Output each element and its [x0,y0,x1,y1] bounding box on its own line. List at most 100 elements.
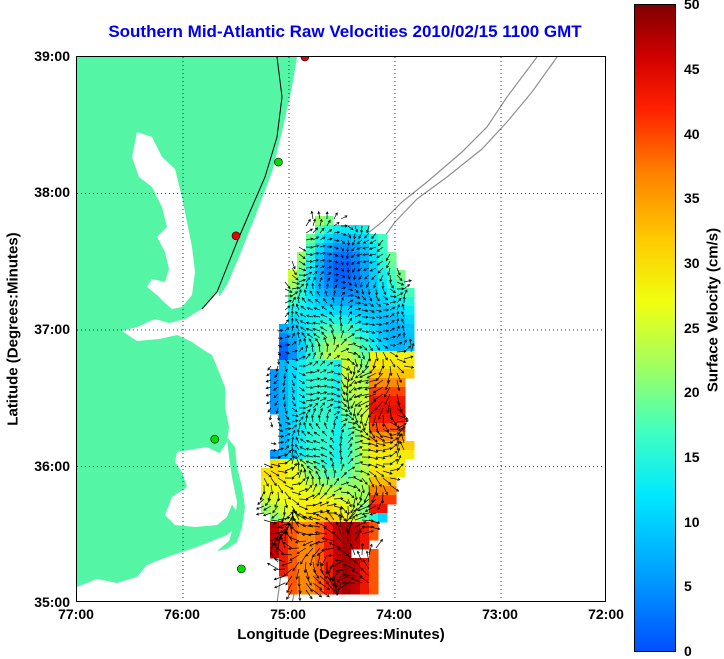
velocity-arrow [360,542,364,556]
velocity-cell [378,351,388,361]
velocity-arrow [347,431,355,437]
velocity-arrow [265,379,272,383]
velocity-arrow [359,281,363,288]
radar-stations [210,57,310,574]
velocity-cell [342,270,352,280]
velocity-cell [396,441,406,451]
velocity-arrow [346,239,350,246]
velocity-cell [324,387,334,397]
x-tick-label: 74:00 [376,606,412,622]
velocity-cell [342,324,352,334]
velocity-cell [306,396,316,406]
velocity-arrow [305,276,311,283]
velocity-cell [360,342,370,352]
velocity-cell [261,495,271,505]
velocity-arrow [389,327,396,332]
velocity-arrow [368,253,377,257]
velocity-arrow [354,414,359,424]
velocity-arrow [334,558,349,563]
velocity-arrow [346,260,350,267]
velocity-arrow [340,348,350,353]
velocity-arrow [305,568,310,580]
velocity-cell [315,225,325,235]
velocity-arrow [396,454,402,465]
velocity-arrow [333,344,339,353]
velocity-arrow [270,477,277,487]
velocity-arrow [361,435,371,441]
x-axis-label: Longitude (Degrees:Minutes) [237,626,445,643]
velocity-arrow [375,463,386,468]
velocity-arrow [340,512,346,522]
velocity-arrow [321,547,335,552]
velocity-arrow [271,512,279,519]
velocity-arrow [305,398,314,402]
velocity-arrow [329,311,335,318]
velocity-cell [324,405,334,415]
velocity-arrow [340,232,347,236]
velocity-arrow [305,414,309,423]
velocity-arrow [389,437,399,444]
velocity-cell [297,468,307,478]
velocity-cell [369,477,379,487]
velocity-arrow [289,554,300,561]
velocity-arrow [290,526,300,535]
velocity-cell [324,369,334,379]
velocity-arrow [371,274,377,281]
velocity-cell [315,396,325,406]
radar-station-marker [231,231,241,241]
velocity-cell [342,585,352,595]
velocity-arrow [382,351,388,361]
velocity-cell [387,324,397,334]
velocity-cell [279,342,289,352]
velocity-arrow [367,484,371,497]
velocity-arrow [345,393,349,403]
velocity-cell [315,252,325,262]
colorbar [634,4,676,652]
velocity-cell [315,243,325,253]
velocity-cell [288,414,298,424]
velocity-arrow [340,481,350,486]
velocity-arrow [368,449,379,453]
velocity-arrow [305,314,314,318]
x-tick-label: 76:00 [164,606,200,622]
colorbar-tick: 50 [684,0,700,12]
velocity-arrow [361,330,370,334]
velocity-arrow [270,484,274,495]
velocity-arrow [284,343,291,347]
velocity-arrow [284,305,291,311]
velocity-cell [315,387,325,397]
velocity-cell [315,315,325,325]
velocity-cell [360,396,370,406]
velocity-cell [351,288,361,298]
velocity-cell [288,477,298,487]
velocity-arrow [326,370,335,374]
velocity-arrow [312,360,319,367]
velocity-arrow [354,400,363,407]
velocity-cell [369,567,379,577]
velocity-cell [324,423,334,433]
velocity-arrow [354,288,359,294]
velocity-cell [306,423,316,433]
velocity-cell [306,549,316,559]
velocity-cell [279,486,289,496]
velocity-arrow [354,525,365,535]
velocity-cell [360,315,370,325]
map-plot-area[interactable] [76,56,606,602]
velocity-cell [369,315,379,325]
velocity-arrow [284,421,292,425]
velocity-arrow [396,303,400,311]
velocity-arrow [312,265,319,269]
velocity-arrow [277,477,287,484]
velocity-arrow [347,450,353,458]
velocity-arrow [263,463,274,469]
velocity-arrow [263,477,269,487]
velocity-arrow [371,414,377,427]
velocity-cell [288,432,298,442]
velocity-arrow [313,333,321,339]
colorbar-tick: 40 [684,126,700,142]
velocity-cell [333,549,343,559]
velocity-arrow [333,279,339,283]
velocity-arrow [321,537,335,542]
velocity-cell [369,495,379,505]
velocity-arrow [360,567,370,577]
